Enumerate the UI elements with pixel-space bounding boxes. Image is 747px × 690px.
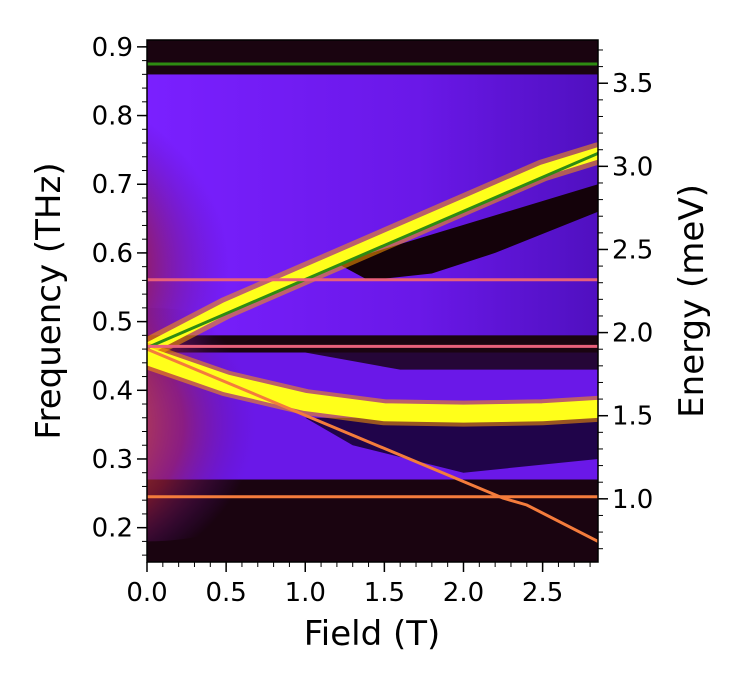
y-tick-label: 0.3 xyxy=(92,445,133,475)
x-tick-label: 1.0 xyxy=(285,578,326,608)
heatmap-dark-wedge-lower xyxy=(305,417,598,473)
band-rising-mode xyxy=(147,147,598,356)
y-axis-energy: 1.0 1.5 2.0 2.5 3.0 3.5 xyxy=(598,49,653,550)
heatmap-dark-wedge-upper xyxy=(336,184,598,281)
y2-tick-label: 3.5 xyxy=(612,69,653,99)
x-tick-label: 1.5 xyxy=(364,578,405,608)
x-tick-label: 2.0 xyxy=(443,578,484,608)
y-tick-label: 0.6 xyxy=(92,239,133,269)
x-axis-title: Field (T) xyxy=(304,614,441,654)
line-orange-falling xyxy=(147,347,598,543)
y2-tick-label: 1.0 xyxy=(612,485,653,515)
x-axis: 0.0 0.5 1.0 1.5 2.0 2.5 xyxy=(126,562,591,608)
heatmap-dark-wedge-mid xyxy=(305,352,598,370)
y2-tick-label: 1.5 xyxy=(612,402,653,432)
y2-axis-title: Energy (meV) xyxy=(672,184,712,418)
y2-tick-label: 3.0 xyxy=(612,152,653,182)
y-tick-label: 0.4 xyxy=(92,376,133,406)
line-green-rising xyxy=(147,151,598,350)
y2-tick-label: 2.5 xyxy=(612,235,653,265)
plot-frame xyxy=(146,39,599,563)
y-tick-label: 0.7 xyxy=(92,170,133,200)
y-axis-title: Frequency (THz) xyxy=(29,162,69,439)
series-lines xyxy=(147,62,598,543)
y-tick-label: 0.9 xyxy=(92,33,133,63)
x-tick-label: 0.0 xyxy=(126,578,167,608)
y-tick-label: 0.2 xyxy=(92,514,133,544)
heatmap-image xyxy=(147,40,598,562)
heatmap-dark-top xyxy=(147,40,598,75)
x-tick-label: 2.5 xyxy=(522,578,563,608)
x-tick-label: 0.5 xyxy=(205,578,246,608)
y-tick-label: 0.8 xyxy=(92,102,133,132)
y2-tick-label: 2.0 xyxy=(612,319,653,349)
y-tick-label: 0.5 xyxy=(92,308,133,338)
y-axis-frequency: 0.2 0.3 0.4 0.5 0.6 0.7 0.8 0.9 xyxy=(92,33,147,556)
